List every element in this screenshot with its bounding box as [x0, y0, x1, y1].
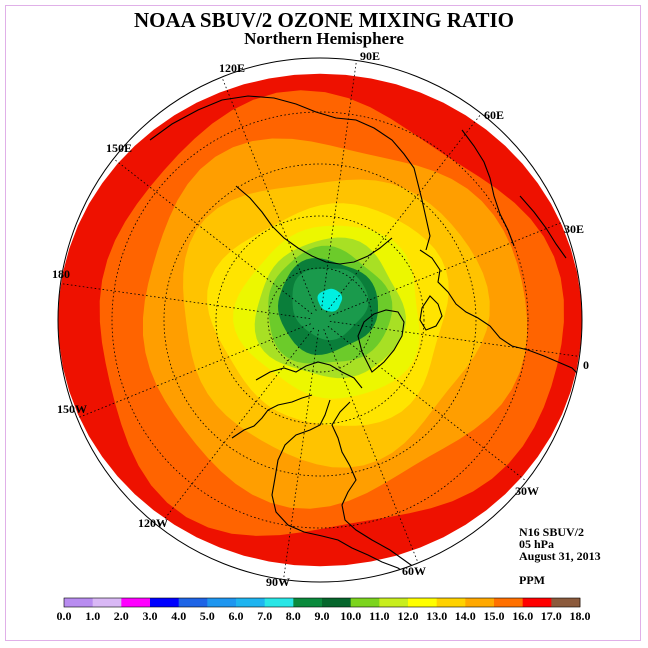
- longitude-labels: 90E 60E 30E 0 30W 60W 90W 120W 150W 180 150E 120E: [52, 49, 589, 589]
- coastlines: [149, 95, 581, 581]
- colorbar-swatch: [207, 598, 237, 607]
- colorbar-swatch: [236, 598, 266, 607]
- colorbar-tick-label: 18.0: [570, 609, 591, 623]
- longitude-label: 180: [52, 267, 70, 281]
- latitude-circle: [111, 111, 529, 529]
- colorbar-tick-label: 10.0: [340, 609, 361, 623]
- colorbar-tick-label: 2.0: [114, 609, 129, 623]
- colorbar-swatch: [264, 598, 294, 607]
- colorbar-swatch: [494, 598, 524, 607]
- colorbar-swatch: [293, 598, 323, 607]
- date-label: August 31, 2013: [519, 549, 601, 563]
- colorbar-swatch: [350, 598, 380, 607]
- colorbar-swatch: [465, 598, 495, 607]
- coast-europe: [419, 249, 581, 377]
- colorbar-swatch: [379, 598, 409, 607]
- latitude-circle: [163, 163, 477, 477]
- map-subtitle: Northern Hemisphere: [244, 29, 404, 48]
- colorbar-swatch: [121, 598, 151, 607]
- longitude-label: 60E: [484, 108, 504, 122]
- colorbar-tick-label: 9.0: [315, 609, 330, 623]
- longitude-label: 30W: [515, 484, 539, 498]
- coast-siberia: [235, 185, 393, 265]
- coast-india: [461, 129, 515, 247]
- coast-greenland: [357, 309, 405, 373]
- colorbar-tick-label: 0.0: [57, 609, 72, 623]
- colorbar-tick-label: 4.0: [171, 609, 186, 623]
- coast-north-america: [271, 399, 421, 581]
- colorbar-tick-label: 16.0: [512, 609, 533, 623]
- colorbar-tick-label: 1.0: [85, 609, 100, 623]
- colorbar-tick-label: 8.0: [286, 609, 301, 623]
- colorbar-swatch: [178, 598, 208, 607]
- longitude-label: 0: [583, 358, 589, 372]
- colorbar-tick-label: 7.0: [257, 609, 272, 623]
- colorbar-tick-label: 11.0: [369, 609, 389, 623]
- colorbar-swatch: [150, 598, 180, 607]
- satellite-label: N16 SBUV/2: [519, 525, 585, 539]
- colorbar-frame: [63, 597, 581, 608]
- longitude-label: 90E: [360, 49, 380, 63]
- units-label: PPM: [519, 573, 545, 587]
- colorbar-swatch: [522, 598, 552, 607]
- longitude-label: 120W: [138, 516, 168, 530]
- map-info: N16 SBUV/2 05 hPa August 31, 2013: [519, 526, 601, 562]
- coast-asia: [149, 95, 431, 251]
- longitude-label: 90W: [266, 575, 290, 589]
- colorbar-tick-label: 13.0: [426, 609, 447, 623]
- latitude-circle: [267, 267, 373, 373]
- colorbar-swatch: [322, 598, 352, 607]
- longitude-label: 150W: [57, 402, 87, 416]
- colorbar-swatch: [436, 598, 466, 607]
- colorbar-tick-label: 14.0: [455, 609, 476, 623]
- latitude-circle: [215, 215, 425, 425]
- coast-alaska: [231, 394, 313, 439]
- colorbar-tick-label: 15.0: [484, 609, 505, 623]
- pressure-level-label: 05 hPa: [519, 537, 555, 551]
- colorbar-tick-label: 3.0: [143, 609, 158, 623]
- coast-scandinavia: [419, 295, 443, 331]
- colorbar-tick-label: 5.0: [200, 609, 215, 623]
- longitude-label: 60W: [402, 564, 426, 578]
- contour-band-7: [317, 288, 343, 312]
- longitude-label: 150E: [106, 141, 132, 155]
- colorbar: 0.0 1.0 2.0 3.0 4.0 5.0 6.0 7.0 8.0 9.0 10.0 11.0 12…: [57, 597, 591, 623]
- coast-arabia: [519, 195, 567, 259]
- colorbar-swatch: [408, 598, 438, 607]
- coast-canada-arctic: [255, 361, 363, 389]
- colorbar-tick-label: 17.0: [541, 609, 562, 623]
- lat-lon-grid: [60, 60, 580, 580]
- longitude-label: 30E: [564, 222, 584, 236]
- longitude-label: 120E: [219, 61, 245, 75]
- colorbar-tick-label: 6.0: [229, 609, 244, 623]
- colorbar-swatch: [64, 598, 94, 607]
- map-title: NOAA SBUV/2 OZONE MIXING RATIO: [134, 8, 514, 32]
- colorbar-swatch: [551, 598, 581, 607]
- ozone-contours: [58, 73, 582, 567]
- colorbar-tick-label: 12.0: [398, 609, 419, 623]
- figure-frame: [5, 5, 641, 641]
- colorbar-swatch: [92, 598, 122, 607]
- map-boundary: [57, 57, 583, 583]
